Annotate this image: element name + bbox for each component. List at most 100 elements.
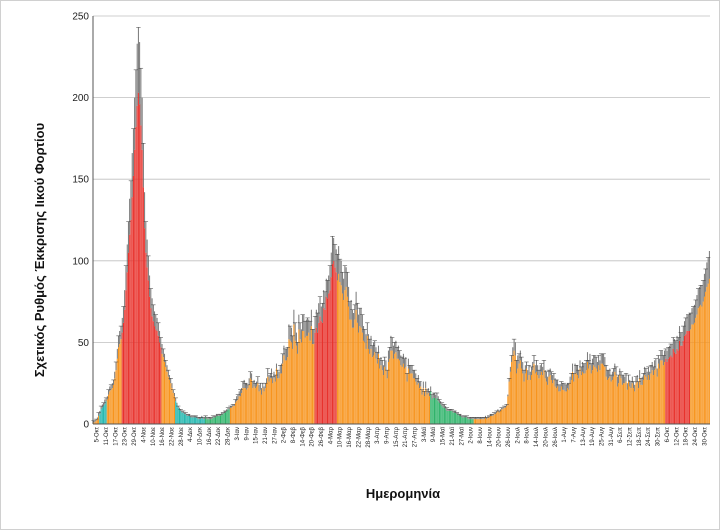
bar xyxy=(507,396,509,424)
x-tick-label: 3-Απρ xyxy=(375,426,381,443)
bar xyxy=(662,365,664,424)
bar xyxy=(269,378,271,424)
bar xyxy=(282,363,284,424)
bar xyxy=(447,410,449,424)
bar xyxy=(98,415,100,424)
bar xyxy=(496,412,498,424)
bar xyxy=(522,373,524,424)
bar xyxy=(358,332,360,424)
y-tick-label: 50 xyxy=(78,338,90,349)
x-tick-label: 6-Οκτ xyxy=(665,426,671,442)
bar xyxy=(583,373,585,424)
bar xyxy=(456,414,458,424)
bar xyxy=(96,419,98,424)
x-tick-label: 27-Απρ xyxy=(413,426,419,447)
bar xyxy=(666,361,668,424)
x-tick-label: 4-Νοε xyxy=(141,427,147,443)
bar xyxy=(330,277,332,424)
bar xyxy=(166,371,168,424)
x-tick-label: 28-Δεκ xyxy=(226,426,232,445)
bar xyxy=(349,319,351,424)
bar xyxy=(559,391,561,424)
bar xyxy=(136,105,138,424)
bar xyxy=(695,317,697,424)
bar xyxy=(555,388,557,424)
y-tick-label: 0 xyxy=(83,420,89,431)
bar xyxy=(203,419,205,424)
bar xyxy=(568,389,570,424)
bar xyxy=(601,363,603,424)
bar xyxy=(127,252,129,424)
x-tick-label: 16-Μαρ xyxy=(347,426,353,447)
x-tick-label: 18-Οκτ xyxy=(684,426,690,445)
bar xyxy=(574,373,576,424)
bar xyxy=(336,280,338,424)
bar xyxy=(331,264,333,424)
bar xyxy=(596,371,598,424)
bar xyxy=(115,370,117,424)
bar xyxy=(290,342,292,424)
bar xyxy=(560,386,562,424)
bar xyxy=(535,371,537,424)
x-tick-label: 14-Φεβ xyxy=(300,426,306,446)
bar xyxy=(474,419,477,424)
bar xyxy=(696,314,698,424)
bar xyxy=(299,339,301,424)
bar xyxy=(161,353,163,424)
bar xyxy=(672,348,674,424)
bar xyxy=(156,330,158,424)
bar xyxy=(241,392,243,424)
bar xyxy=(180,410,182,424)
bar xyxy=(304,337,306,424)
x-tick-label: 27-Ιαν xyxy=(272,427,278,444)
bar xyxy=(242,388,244,424)
bar xyxy=(145,252,147,424)
bar xyxy=(207,419,209,424)
x-tick-label: 10-Δεκ xyxy=(198,426,204,445)
bar xyxy=(122,322,125,424)
bar xyxy=(467,419,469,424)
x-tick-label: 21-Ιαν xyxy=(263,427,269,444)
bar xyxy=(573,381,575,424)
bar xyxy=(380,365,382,424)
bar xyxy=(671,357,673,424)
bar xyxy=(170,383,172,424)
bar xyxy=(615,375,617,424)
bar xyxy=(135,126,137,424)
bar xyxy=(305,335,307,424)
y-axis-title: Σχετικός Ρυθμός Έκκρισης Ιικού Φορτίου xyxy=(32,122,47,377)
bar xyxy=(588,368,590,424)
x-tick-label: 12-Οκτ xyxy=(674,426,680,445)
bar xyxy=(656,376,658,424)
bar xyxy=(129,234,131,424)
bar xyxy=(365,348,367,424)
bar xyxy=(206,419,208,424)
bar xyxy=(533,363,535,424)
bar xyxy=(538,378,540,424)
bar xyxy=(112,384,115,424)
bar xyxy=(584,373,586,424)
bar xyxy=(302,330,304,424)
bar xyxy=(436,397,438,424)
x-tick-label: 13-Αυγ xyxy=(581,427,587,446)
bar xyxy=(185,414,187,424)
bar xyxy=(132,175,134,424)
bar xyxy=(402,363,404,424)
bar xyxy=(421,394,423,424)
bar xyxy=(257,383,259,424)
bar xyxy=(120,339,122,424)
bars-layer xyxy=(93,27,710,425)
bar xyxy=(307,335,309,424)
x-tick-label: 12-Σεπ xyxy=(628,427,634,446)
bar xyxy=(581,371,584,424)
bar xyxy=(457,414,459,424)
bar xyxy=(404,368,406,424)
bar xyxy=(376,363,378,424)
bar xyxy=(593,365,595,424)
bar xyxy=(530,375,533,424)
x-tick-label: 10-Νοε xyxy=(151,427,157,446)
bar xyxy=(545,381,547,424)
x-tick-label: 20-Ιουν xyxy=(497,427,503,447)
bar xyxy=(697,308,699,424)
bar xyxy=(558,391,560,424)
